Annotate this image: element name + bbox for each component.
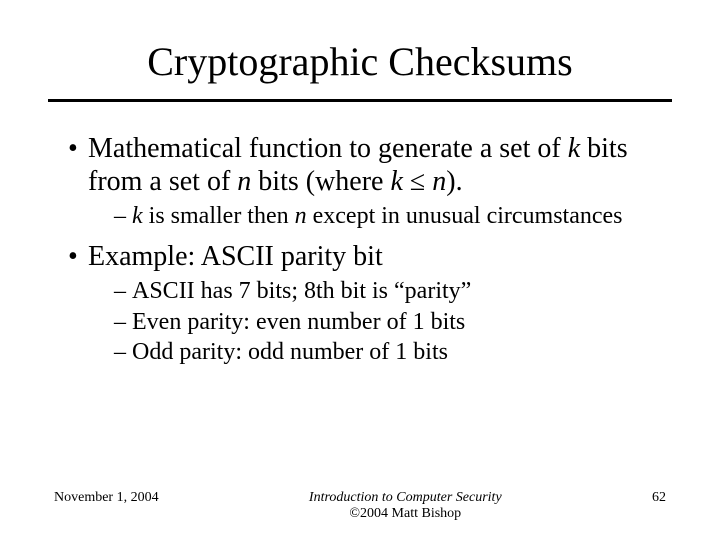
text-run: n	[295, 203, 307, 229]
text-run: Example: ASCII parity bit	[88, 241, 383, 272]
text-run: n	[237, 166, 251, 197]
footer-page: 62	[652, 490, 666, 506]
slide: Cryptographic Checksums • Mathematical f…	[0, 0, 720, 540]
text-run: n	[432, 166, 446, 197]
footer-center: Introduction to Computer Security ©2004 …	[159, 490, 652, 522]
footer-date: November 1, 2004	[54, 490, 159, 506]
bullet-level2: – ASCII has 7 bits; 8th bit is “parity”	[54, 277, 666, 305]
bullet-marker-dash: –	[114, 338, 132, 366]
text-run: is smaller then	[143, 203, 295, 229]
text-run: Mathematical function to generate a set …	[88, 133, 568, 164]
bullet-marker-dash: –	[114, 202, 132, 230]
bullet-marker-dot: •	[68, 132, 88, 165]
bullet-level2: – Odd parity: odd number of 1 bits	[54, 338, 666, 366]
bullet-marker-dash: –	[114, 308, 132, 336]
bullet-level1: • Example: ASCII parity bit	[54, 240, 666, 273]
text-run: ≤	[403, 166, 432, 197]
footer-center-line1: Introduction to Computer Security	[309, 490, 502, 505]
bullet-marker-dash: –	[114, 277, 132, 305]
text-run: k	[390, 166, 402, 197]
bullet-level2: – k is smaller then n except in unusual …	[54, 202, 666, 230]
slide-footer: November 1, 2004 Introduction to Compute…	[54, 490, 666, 522]
text-run: k	[132, 203, 143, 229]
text-run: k	[568, 133, 580, 164]
text-run: ).	[446, 166, 462, 197]
text-run: Odd parity: odd number of 1 bits	[132, 339, 448, 365]
bullet-marker-dot: •	[68, 240, 88, 273]
slide-body: • Mathematical function to generate a se…	[0, 102, 720, 366]
text-run: bits (where	[251, 166, 390, 197]
text-run: ASCII has 7 bits; 8th bit is “parity”	[132, 278, 471, 304]
bullet-level1: • Mathematical function to generate a se…	[54, 132, 666, 198]
text-run: Even parity: even number of 1 bits	[132, 309, 465, 335]
text-run: except in unusual circumstances	[307, 203, 623, 229]
footer-center-line2: ©2004 Matt Bishop	[159, 506, 652, 522]
slide-title: Cryptographic Checksums	[0, 0, 720, 99]
bullet-level2: – Even parity: even number of 1 bits	[54, 308, 666, 336]
